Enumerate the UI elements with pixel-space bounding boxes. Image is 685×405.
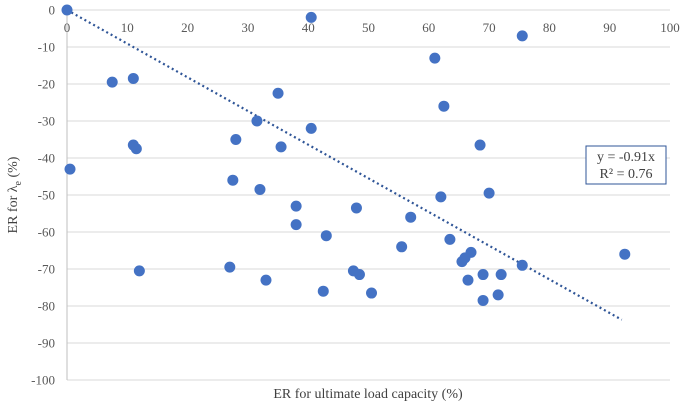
equation-box-frame: [585, 145, 667, 185]
data-point: [64, 163, 76, 175]
x-tick-label: 50: [362, 20, 375, 35]
data-point: [516, 259, 528, 271]
data-point: [435, 191, 447, 203]
x-tick-label: 100: [660, 20, 680, 35]
y-axis-title: ER for λe (%): [6, 156, 24, 233]
data-point: [492, 289, 504, 301]
data-point: [477, 294, 489, 306]
data-point: [275, 141, 287, 153]
r-squared-label: R² = 0.76: [600, 167, 653, 182]
y-tick-label: -40: [38, 151, 55, 166]
equation-box: y = -0.91x R² = 0.76: [585, 145, 667, 185]
y-tick-label: -90: [38, 336, 55, 351]
data-point: [227, 174, 239, 186]
data-point: [305, 122, 317, 134]
x-tick-label: 60: [422, 20, 435, 35]
x-tick-label: 20: [181, 20, 194, 35]
data-point: [350, 202, 362, 214]
data-point: [366, 287, 378, 299]
data-point: [230, 134, 242, 145]
data-point: [495, 269, 507, 281]
x-tick-label: 0: [64, 20, 71, 35]
x-tick-label: 90: [603, 20, 616, 35]
y-tick-label: -30: [38, 114, 55, 129]
data-point: [516, 30, 528, 42]
y-axis-title-subscript: e: [13, 180, 24, 185]
x-tick-label: 10: [121, 20, 134, 35]
y-tick-label: -20: [38, 77, 55, 92]
data-point: [477, 269, 489, 281]
trendline: [66, 9, 623, 321]
data-point: [429, 52, 441, 64]
trendline-equation: y = -0.91x: [597, 150, 655, 165]
data-point: [305, 11, 317, 23]
data-point: [456, 256, 468, 268]
y-tick-labels: 0 -10 -20 -30 -40 -50 -60 -70 -80 -90 -100: [31, 3, 55, 388]
data-point: [444, 233, 456, 245]
y-tick-label: 0: [49, 3, 56, 18]
data-point: [127, 72, 139, 84]
data-point: [474, 139, 486, 151]
x-tick-label: 70: [483, 20, 496, 35]
data-point: [353, 269, 365, 281]
data-point: [254, 183, 266, 195]
x-tick-label: 40: [302, 20, 315, 35]
y-axis-title-suffix: (%): [6, 156, 21, 181]
data-point: [272, 87, 284, 99]
data-point: [462, 274, 474, 286]
x-tick-label: 80: [543, 20, 556, 35]
y-axis-title-prefix: ER for λ: [6, 185, 21, 233]
y-tick-label: -10: [38, 40, 55, 55]
data-point: [290, 200, 302, 212]
y-tick-label: -60: [38, 225, 55, 240]
data-point: [438, 100, 450, 112]
y-tick-label: -100: [31, 373, 55, 388]
data-point: [290, 219, 302, 231]
data-point: [405, 211, 417, 223]
data-point: [619, 248, 631, 260]
data-point: [396, 241, 408, 253]
data-point: [251, 115, 263, 127]
y-tick-label: -70: [38, 262, 55, 277]
data-point: [320, 230, 332, 242]
data-points: [61, 4, 631, 306]
x-tick-label: 30: [241, 20, 254, 35]
data-point: [224, 261, 236, 273]
data-point: [483, 187, 495, 199]
data-point: [130, 143, 142, 155]
data-point: [260, 274, 272, 286]
y-tick-label: -80: [38, 299, 55, 314]
x-axis-title: ER for ultimate load capacity (%): [273, 387, 463, 402]
gridlines: [66, 9, 670, 381]
data-point: [106, 76, 118, 88]
x-tick-labels: 0 10 20 30 40 50 60 70 80 90 100: [64, 20, 680, 35]
data-point: [133, 265, 145, 277]
data-point: [317, 285, 329, 297]
data-point: [61, 4, 73, 16]
y-tick-label: -50: [38, 188, 55, 203]
